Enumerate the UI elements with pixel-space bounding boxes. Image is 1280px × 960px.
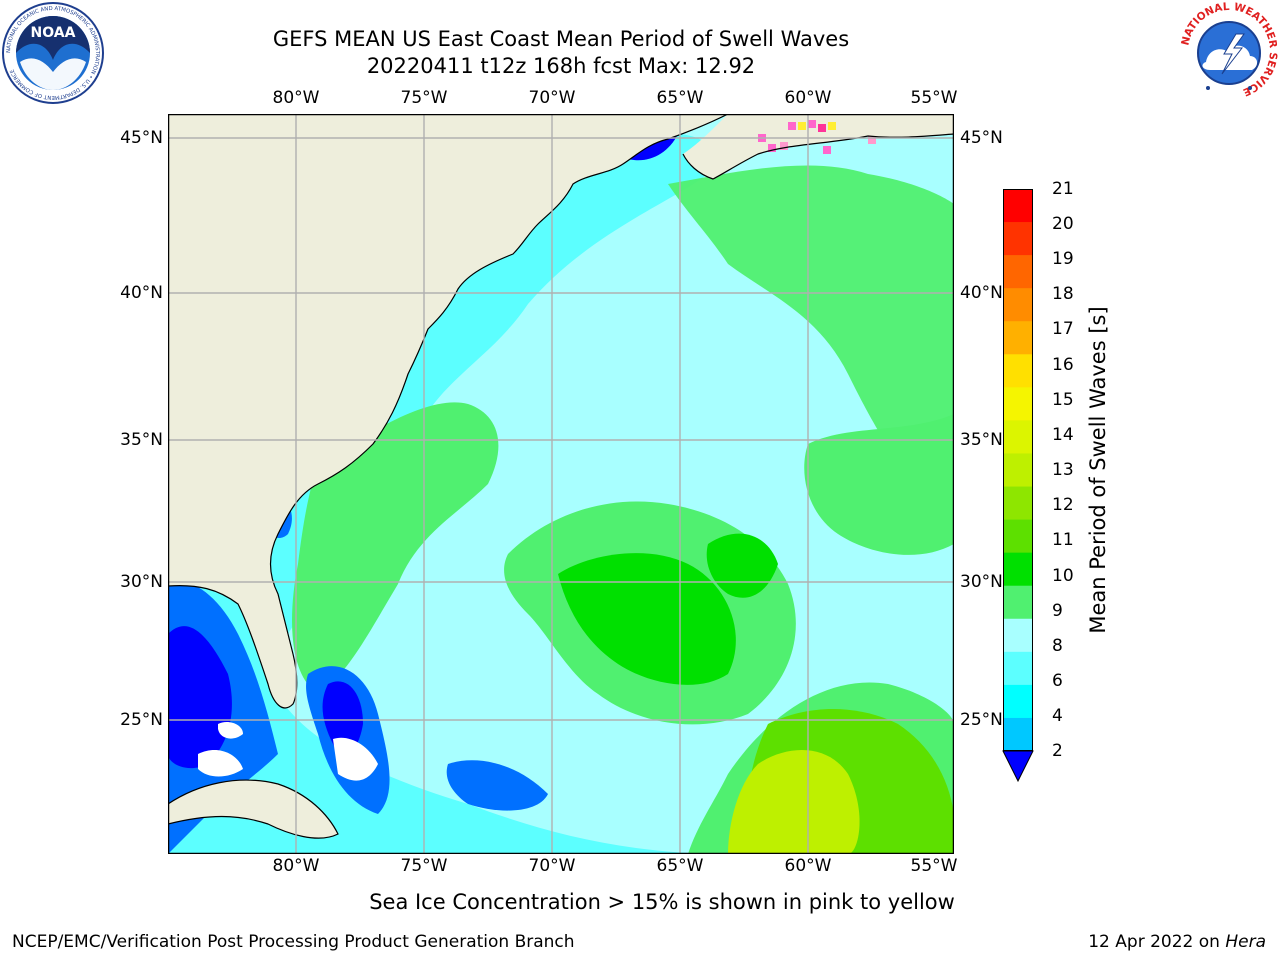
footer-date-text: 12 Apr 2022 on (1088, 932, 1220, 952)
svg-text:NOAA: NOAA (31, 25, 76, 41)
colorbar-swatch (1003, 585, 1033, 620)
noaa-logo: NATIONAL OCEANIC AND ATMOSPHERIC ADMINIS… (2, 2, 104, 104)
colorbar-swatch (1003, 519, 1033, 554)
period-band-yellowgreen (728, 750, 860, 854)
colorbar-tick: 20 (1052, 214, 1074, 234)
colorbar-swatch (1003, 387, 1033, 421)
lat-label-left: 30°N (120, 572, 163, 592)
colorbar-tick: 18 (1052, 284, 1074, 304)
footer-credit: NCEP/EMC/Verification Post Processing Pr… (12, 932, 575, 952)
period-band-deepblue (322, 681, 363, 755)
lon-label-bottom: 75°W (400, 856, 448, 876)
lon-label-bottom: 80°W (272, 856, 320, 876)
colorbar (1002, 189, 1034, 783)
land-us-east-coast (168, 114, 728, 708)
period-band-green (804, 414, 954, 555)
lat-label-right: 25°N (960, 710, 1003, 730)
lon-label-bottom: 60°W (784, 856, 832, 876)
colorbar-tick: 10 (1052, 566, 1074, 586)
map-title: GEFS MEAN US East Coast Mean Period of S… (272, 27, 850, 51)
lon-label-top: 60°W (784, 88, 832, 108)
lon-label-bottom: 70°W (528, 856, 576, 876)
colorbar-swatch (1003, 189, 1033, 223)
lon-label-bottom: 65°W (656, 856, 704, 876)
map-frame (168, 114, 954, 854)
colorbar-swatch (1003, 486, 1033, 521)
colorbar-tick: 8 (1052, 636, 1063, 656)
sea-ice-note: Sea Ice Concentration > 15% is shown in … (369, 890, 955, 914)
period-band-deepblue (168, 626, 232, 769)
period-band-blue (446, 760, 548, 811)
lon-label-top: 70°W (528, 88, 576, 108)
lat-label-right: 40°N (960, 283, 1003, 303)
colorbar-swatch (1003, 222, 1033, 256)
colorbar-tick: 12 (1052, 495, 1074, 515)
colorbar-swatch (1003, 354, 1033, 388)
nws-logo: NATIONAL WEATHER SERVICE (1179, 1, 1279, 100)
colorbar-swatch (1003, 651, 1033, 686)
lon-label-top: 75°W (400, 88, 448, 108)
swell-period-map (168, 114, 954, 854)
missing-data-patch (198, 749, 243, 777)
coastline-cuba (168, 779, 339, 839)
period-band-darkgreen (558, 553, 736, 685)
colorbar-swatch (1003, 552, 1033, 587)
colorbar-swatch (1003, 420, 1033, 454)
land-nova-scotia (683, 114, 954, 179)
colorbar-tick: 15 (1052, 390, 1074, 410)
footer-date: 12 Apr 2022 on Hera (1088, 932, 1266, 952)
lat-label-left: 35°N (120, 430, 163, 450)
lat-label-right: 35°N (960, 430, 1003, 450)
colorbar-tick: 2 (1052, 741, 1063, 761)
colorbar-tick: 14 (1052, 425, 1074, 445)
lon-label-top: 80°W (272, 88, 320, 108)
colorbar-swatch (1003, 288, 1033, 322)
lon-label-bottom: 55°W (910, 856, 958, 876)
graticule (168, 114, 954, 854)
map-subtitle: 20220411 t12z 168h fcst Max: 12.92 (366, 54, 756, 78)
colorbar-swatch (1003, 684, 1033, 719)
colorbar-label: Mean Period of Swell Waves [s] (1086, 306, 1110, 634)
colorbar-tick: 17 (1052, 319, 1074, 339)
colorbar-tick: 4 (1052, 706, 1063, 726)
lon-label-top: 55°W (910, 88, 958, 108)
colorbar-tick: 13 (1052, 460, 1074, 480)
footer-host: Hera (1225, 932, 1266, 952)
lat-label-left: 25°N (120, 710, 163, 730)
missing-data-patch (218, 722, 243, 739)
lon-label-top: 65°W (656, 88, 704, 108)
colorbar-extend-arrow (1002, 750, 1034, 783)
lat-label-left: 40°N (120, 283, 163, 303)
colorbar-swatch (1003, 717, 1033, 752)
lat-label-left: 45°N (120, 128, 163, 148)
missing-data-patch (333, 737, 378, 781)
colorbar-swatch (1003, 618, 1033, 653)
coastline (168, 114, 729, 709)
colorbar-swatch (1003, 453, 1033, 488)
colorbar-swatch (1003, 321, 1033, 355)
colorbar-tick: 6 (1052, 671, 1063, 691)
colorbar-tick: 21 (1052, 179, 1074, 199)
lat-label-right: 45°N (960, 128, 1003, 148)
coastline-nova-scotia (682, 133, 954, 180)
colorbar-frame (1003, 189, 1033, 751)
colorbar-tick: 16 (1052, 355, 1074, 375)
colorbar-tick: 11 (1052, 530, 1074, 550)
colorbar-tick: 9 (1052, 601, 1063, 621)
period-band-green (292, 402, 499, 694)
lat-label-right: 30°N (960, 572, 1003, 592)
colorbar-swatch (1003, 255, 1033, 289)
period-band-green (668, 165, 954, 514)
colorbar-tick: 19 (1052, 249, 1074, 269)
